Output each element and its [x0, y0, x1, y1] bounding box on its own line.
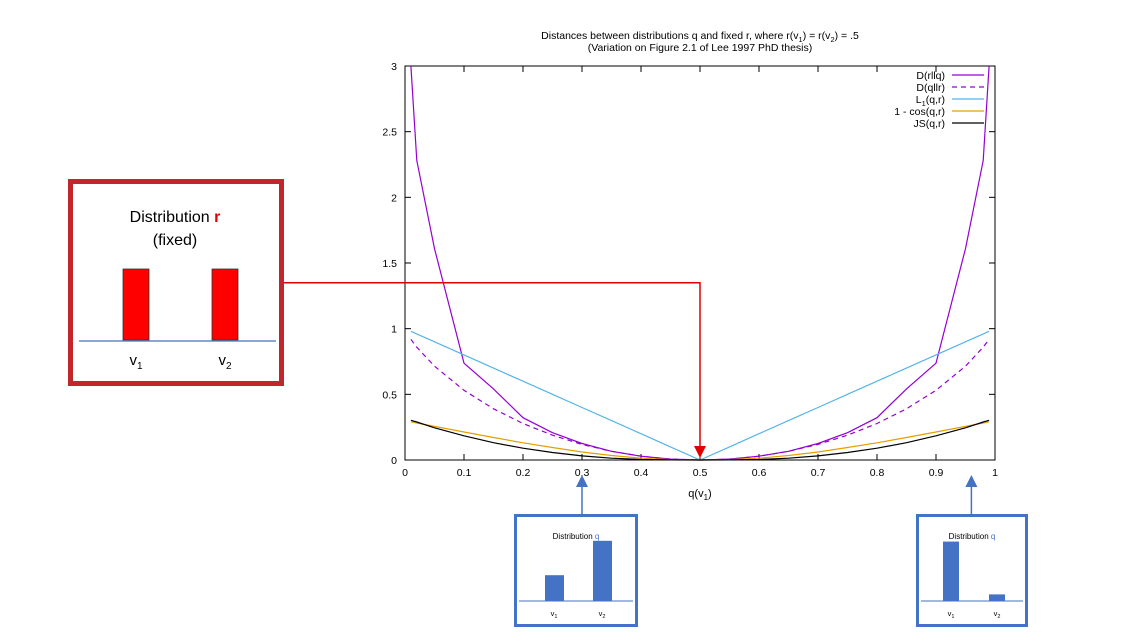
x-tick-label: 0.8 [870, 467, 885, 479]
distribution-r-subtitle: (fixed) [153, 232, 197, 249]
y-tick-label: 2 [391, 192, 397, 204]
y-tick-label: 0.5 [382, 389, 397, 401]
distribution-q2-label-v1: v1 [948, 609, 955, 620]
distribution-q-box-1: Distribution q v1 v2 [514, 514, 638, 627]
distribution-q1-bar-v1 [545, 575, 564, 601]
series-d-q-r-line [410, 338, 990, 461]
distribution-r-bar-v2 [211, 268, 239, 341]
y-tick-label: 1.5 [382, 258, 397, 270]
chart-title: Distances between distributions q and fi… [541, 30, 859, 44]
distribution-r-box: Distribution r (fixed) v1 v2 [68, 179, 284, 386]
series-layer [410, 65, 990, 461]
distribution-q2-title: Distribution q [949, 532, 996, 541]
x-tick-label: 1 [992, 467, 998, 479]
chart-subtitle: (Variation on Figure 2.1 of Lee 1997 PhD… [588, 42, 813, 54]
x-tick-label: 0.5 [693, 467, 708, 479]
x-tick-label: 0.4 [634, 467, 649, 479]
axis-ticks: 0 0.1 0.2 0.3 0.4 0.5 0.6 0.7 0.8 0.9 1 0 0.5 1 1.5 2 2.… [382, 61, 998, 479]
distribution-q2-bar-v2 [989, 594, 1005, 601]
distribution-r-label-v1: v1 [129, 352, 143, 372]
distribution-q1-label-v2: v2 [599, 609, 606, 620]
distribution-q2-bar-v1 [943, 541, 959, 601]
legend: D(rllq) D(qllr) L1(q,r) 1 - cos(q,r) JS(… [894, 70, 984, 130]
x-axis-label: q(v1) [688, 488, 711, 502]
distribution-q1-title: Distribution q [553, 532, 600, 541]
y-tick-label: 2.5 [382, 127, 397, 139]
distribution-q1-border [514, 514, 638, 627]
legend-label-l1: L1(q,r) [916, 94, 945, 108]
legend-label-d-q-r: D(qllr) [916, 82, 945, 94]
distribution-q1-bar-v2 [593, 540, 612, 601]
x-tick-label: 0.6 [752, 467, 767, 479]
legend-label-cos: 1 - cos(q,r) [894, 106, 945, 118]
y-tick-label: 1 [391, 324, 397, 336]
x-tick-label: 0.2 [516, 467, 531, 479]
y-tick-label: 3 [391, 61, 397, 73]
x-tick-label: 0.7 [811, 467, 826, 479]
distribution-q2-border [916, 514, 1028, 627]
series-js-line [410, 419, 990, 461]
distribution-r-title: Distribution r [130, 209, 221, 226]
distribution-q-box-2: Distribution q v1 v2 [916, 514, 1028, 627]
x-tick-label: 0.3 [575, 467, 590, 479]
legend-label-js: JS(q,r) [914, 118, 946, 130]
x-tick-label: 0 [402, 467, 408, 479]
distribution-r-label-v2: v2 [218, 352, 232, 372]
distribution-r-bar-v1 [122, 268, 150, 341]
distribution-r-border [68, 179, 284, 386]
x-tick-label: 0.9 [929, 467, 944, 479]
legend-label-d-r-q: D(rllq) [916, 70, 945, 82]
y-tick-label: 0 [391, 455, 397, 467]
distribution-q1-label-v1: v1 [551, 609, 558, 620]
distribution-r-connector [284, 281, 706, 458]
distribution-q2-label-v2: v2 [994, 609, 1001, 620]
x-tick-label: 0.1 [457, 467, 472, 479]
